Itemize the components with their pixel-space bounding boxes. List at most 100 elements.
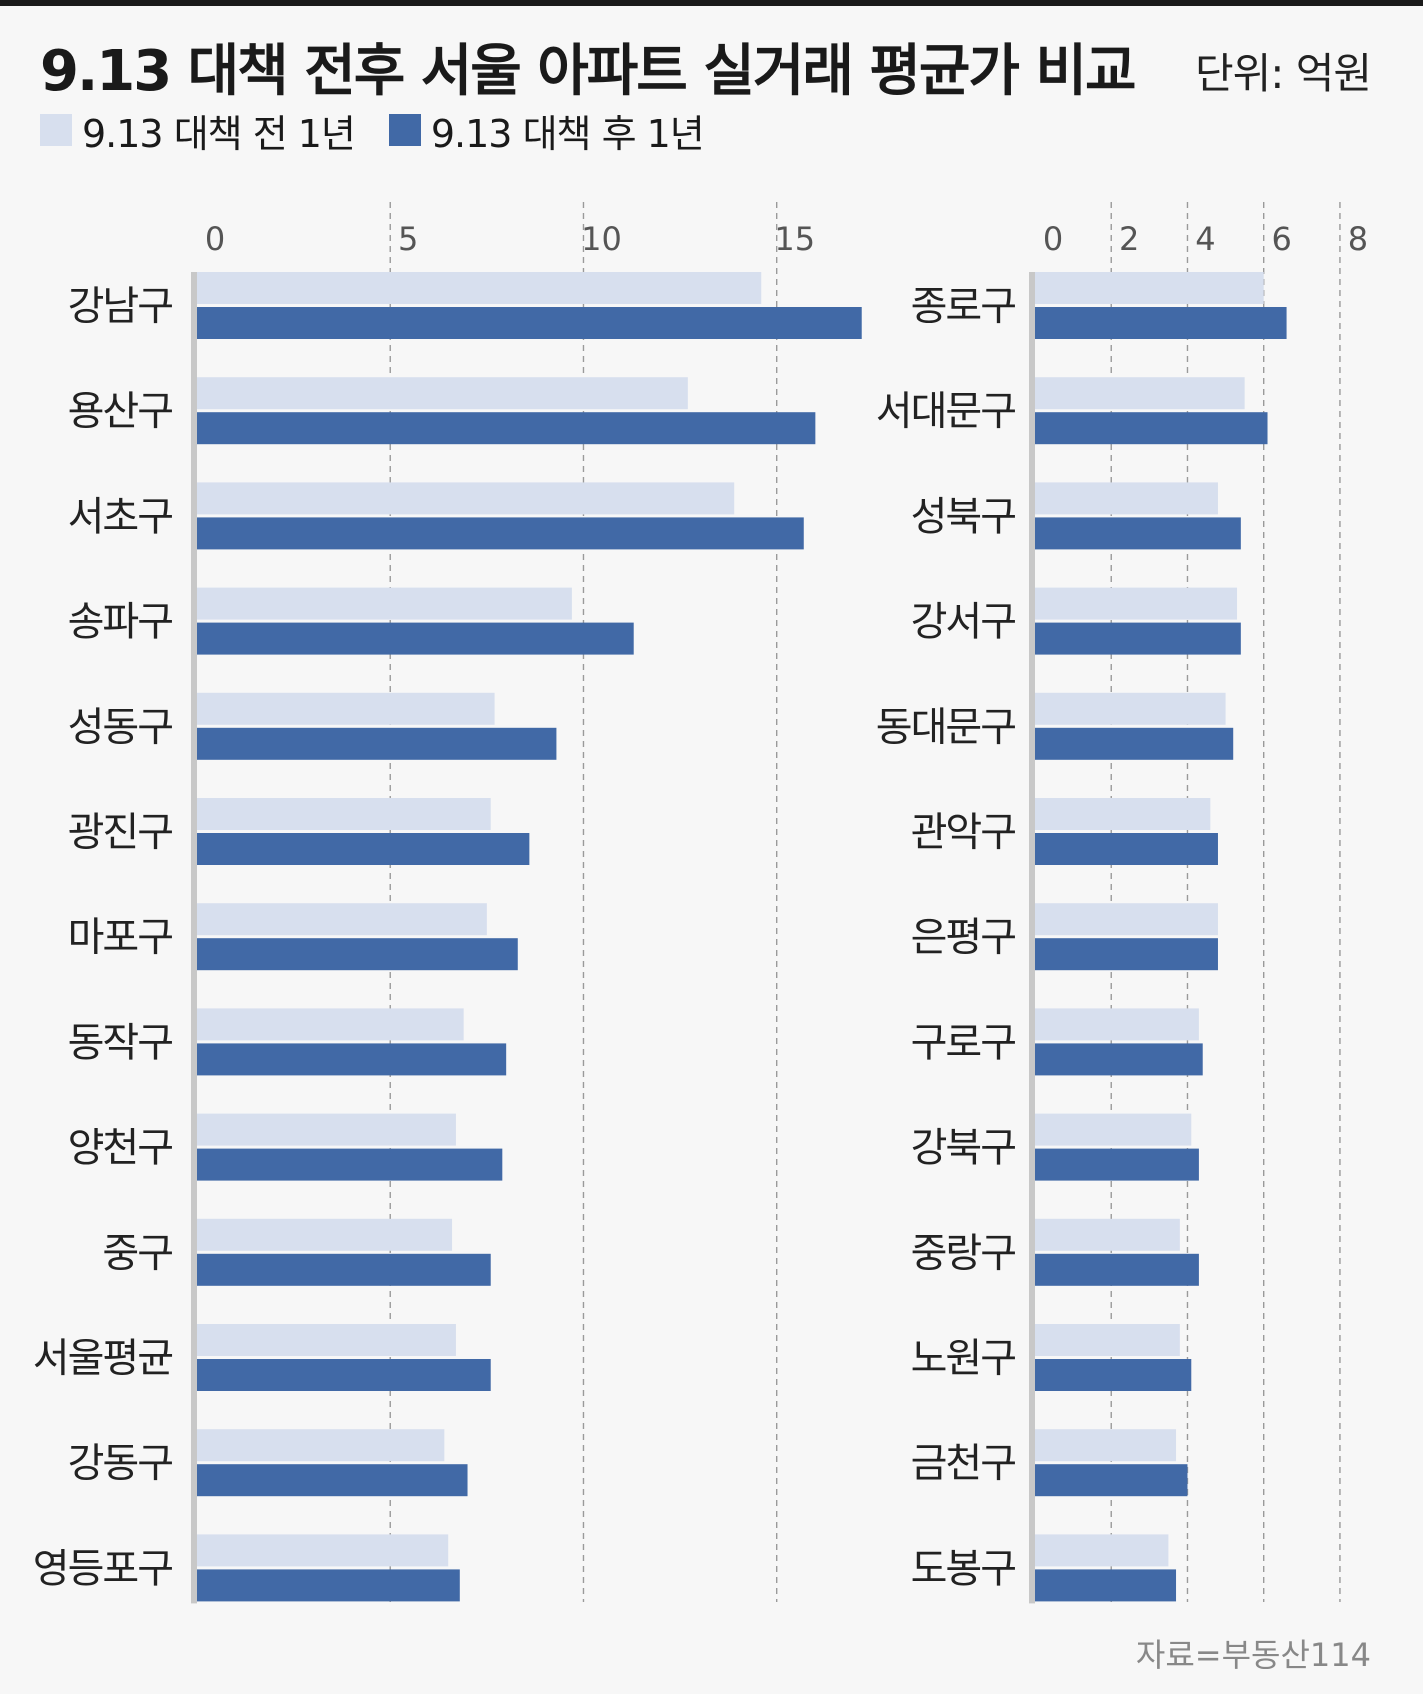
bar-before-right-3 xyxy=(1035,587,1238,620)
category-label-right-6: 은평구 xyxy=(911,915,1016,961)
bar-before-right-5 xyxy=(1035,798,1211,830)
category-label-left-2: 서초구 xyxy=(68,494,173,540)
tick-label-left-15: 15 xyxy=(774,220,815,258)
category-label-right-9: 중랑구 xyxy=(911,1230,1016,1276)
bar-after-right-11 xyxy=(1035,1464,1188,1497)
tick-label-right-0: 0 xyxy=(1043,220,1063,258)
category-label-left-11: 강동구 xyxy=(68,1441,173,1487)
bar-after-left-11 xyxy=(197,1464,468,1497)
category-label-right-8: 강북구 xyxy=(911,1125,1016,1171)
bar-before-left-11 xyxy=(197,1429,445,1462)
bar-before-left-9 xyxy=(197,1218,453,1251)
top-rule xyxy=(0,0,1423,6)
tick-label-left-10: 10 xyxy=(581,220,622,258)
legend-swatch-after xyxy=(388,114,421,146)
category-label-left-8: 양천구 xyxy=(68,1125,173,1171)
bar-after-right-6 xyxy=(1035,938,1218,971)
bar-before-left-4 xyxy=(197,692,495,725)
legend-item-after: 9.13 대책 후 1년 xyxy=(388,103,705,158)
bar-after-left-5 xyxy=(197,833,530,865)
axis-line-right xyxy=(1029,272,1035,1604)
bar-after-right-2 xyxy=(1035,517,1241,550)
unit-label: 단위: 억원 xyxy=(1194,49,1372,98)
bar-before-left-10 xyxy=(197,1324,456,1356)
bar-before-right-9 xyxy=(1035,1218,1180,1251)
bar-after-right-4 xyxy=(1035,727,1234,760)
bar-after-left-2 xyxy=(197,517,804,550)
bar-after-left-4 xyxy=(197,727,557,760)
axis-line-left xyxy=(191,272,197,1604)
bar-before-right-11 xyxy=(1035,1429,1177,1462)
bar-before-right-7 xyxy=(1035,1008,1199,1041)
bar-before-right-10 xyxy=(1035,1324,1180,1356)
bar-after-right-7 xyxy=(1035,1043,1203,1076)
tick-label-right-4: 4 xyxy=(1195,220,1215,258)
bar-before-right-2 xyxy=(1035,482,1218,515)
bar-before-left-7 xyxy=(197,1008,464,1041)
bar-after-left-12 xyxy=(197,1569,460,1602)
bar-after-left-10 xyxy=(197,1359,491,1391)
category-label-right-11: 금천구 xyxy=(911,1441,1016,1487)
bar-after-left-6 xyxy=(197,938,518,971)
category-label-left-12: 영등포구 xyxy=(33,1546,172,1592)
bar-after-right-0 xyxy=(1035,307,1287,339)
bar-before-left-0 xyxy=(197,272,762,304)
category-label-right-10: 노원구 xyxy=(911,1336,1016,1382)
legend-swatch-before xyxy=(40,114,72,146)
bar-after-left-8 xyxy=(197,1148,503,1181)
bar-after-right-12 xyxy=(1035,1569,1177,1602)
bar-before-right-8 xyxy=(1035,1113,1192,1146)
legend-label-after: 9.13 대책 후 1년 xyxy=(430,111,705,156)
bar-before-left-6 xyxy=(197,903,487,936)
category-label-left-6: 마포구 xyxy=(68,915,173,961)
bar-before-left-1 xyxy=(197,377,688,410)
source-note: 자료=부동산114 xyxy=(1135,1636,1371,1674)
bar-before-left-3 xyxy=(197,587,572,620)
bar-before-left-8 xyxy=(197,1113,456,1146)
bar-after-left-1 xyxy=(197,412,816,445)
bar-after-right-1 xyxy=(1035,412,1268,445)
bar-before-left-5 xyxy=(197,798,491,830)
bar-before-right-4 xyxy=(1035,692,1226,725)
category-label-left-9: 중구 xyxy=(102,1230,172,1276)
category-label-left-0: 강남구 xyxy=(68,284,173,330)
bar-before-left-2 xyxy=(197,482,735,515)
category-label-right-5: 관악구 xyxy=(911,810,1016,856)
category-label-right-2: 성북구 xyxy=(911,494,1016,540)
bar-after-right-3 xyxy=(1035,622,1241,655)
bar-before-left-12 xyxy=(197,1534,449,1567)
bar-after-right-10 xyxy=(1035,1359,1192,1391)
bar-before-right-6 xyxy=(1035,903,1218,936)
category-label-right-4: 동대문구 xyxy=(876,704,1015,750)
bar-after-right-9 xyxy=(1035,1253,1199,1286)
chart-title: 9.13 대책 전후 서울 아파트 실거래 평균가 비교 xyxy=(40,39,1136,104)
tick-label-left-0: 0 xyxy=(205,220,225,258)
tick-label-right-8: 8 xyxy=(1348,220,1368,258)
category-label-left-3: 송파구 xyxy=(68,599,173,645)
bar-after-right-8 xyxy=(1035,1148,1199,1181)
bar-before-right-12 xyxy=(1035,1534,1169,1567)
legend-item-before: 9.13 대책 전 1년 xyxy=(40,103,356,158)
category-label-left-10: 서울평균 xyxy=(33,1336,172,1382)
legend: 9.13 대책 전 1년 9.13 대책 후 1년 xyxy=(40,108,738,156)
category-label-left-5: 광진구 xyxy=(68,810,173,856)
category-label-left-7: 동작구 xyxy=(68,1020,173,1066)
category-label-left-1: 용산구 xyxy=(68,389,173,435)
bar-after-left-9 xyxy=(197,1253,491,1286)
bar-after-left-0 xyxy=(197,307,862,339)
category-label-right-1: 서대문구 xyxy=(876,389,1015,435)
category-label-right-12: 도봉구 xyxy=(911,1546,1016,1592)
tick-label-right-2: 2 xyxy=(1119,220,1139,258)
legend-label-before: 9.13 대책 전 1년 xyxy=(82,111,356,156)
category-label-right-3: 강서구 xyxy=(911,599,1016,645)
category-label-left-4: 성동구 xyxy=(68,704,173,750)
category-label-right-7: 구로구 xyxy=(911,1020,1016,1066)
category-label-right-0: 종로구 xyxy=(911,284,1016,330)
bar-before-right-1 xyxy=(1035,377,1245,410)
bar-after-left-3 xyxy=(197,622,634,655)
tick-label-left-5: 5 xyxy=(398,220,418,258)
bar-after-left-7 xyxy=(197,1043,507,1076)
tick-label-right-6: 6 xyxy=(1272,220,1292,258)
bar-before-right-0 xyxy=(1035,272,1264,304)
